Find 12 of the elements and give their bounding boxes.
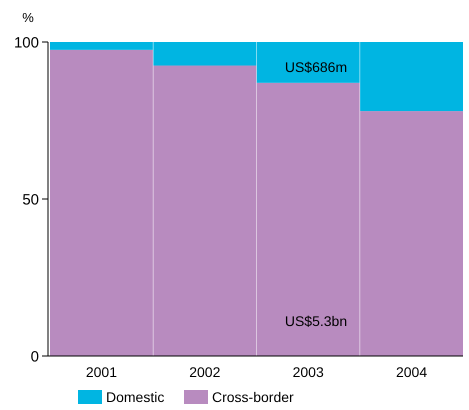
y-axis-title: % bbox=[22, 10, 34, 25]
x-tick-label: 2002 bbox=[189, 364, 221, 380]
annotation: US$5.3bn bbox=[284, 312, 348, 329]
legend-label: Domestic bbox=[106, 388, 164, 405]
y-tick-label: 50 bbox=[22, 191, 39, 208]
legend-label: Cross-border bbox=[212, 388, 294, 405]
x-tick-label: 2003 bbox=[292, 364, 324, 380]
annotation: US$686m bbox=[284, 58, 348, 75]
y-tick-label: 0 bbox=[30, 348, 39, 366]
y-tick-label: 100 bbox=[14, 34, 39, 52]
x-tick-label: 2004 bbox=[396, 364, 428, 380]
x-tick-label: 2001 bbox=[86, 364, 118, 380]
